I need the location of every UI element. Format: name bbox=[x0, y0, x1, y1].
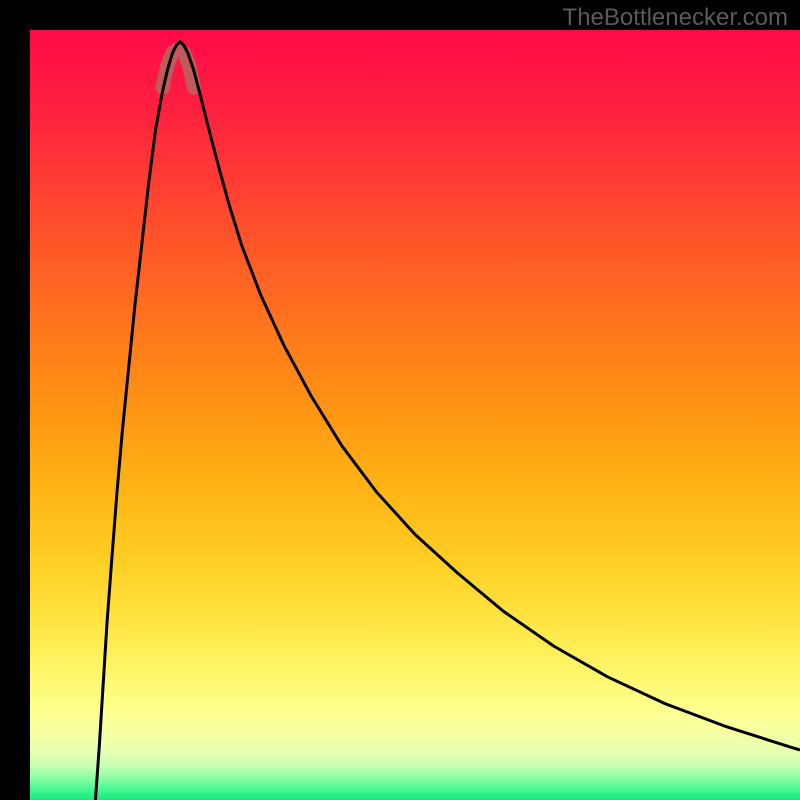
watermark-label: TheBottlenecker.com bbox=[563, 4, 788, 32]
bottleneck-curve bbox=[95, 42, 800, 800]
curve-layer bbox=[30, 30, 800, 800]
